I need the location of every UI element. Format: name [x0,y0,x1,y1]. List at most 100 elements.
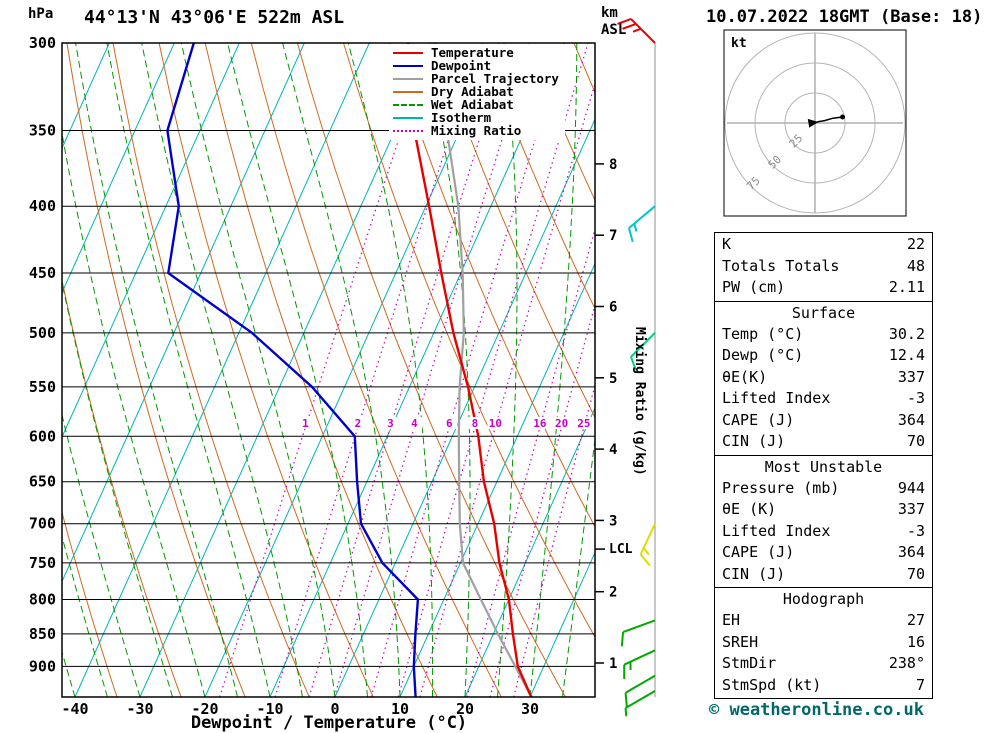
legend-item-label: Temperature [431,45,514,60]
table-section-header: Surface [791,303,856,322]
pressure-tick-label: 350 [29,121,56,139]
temp-tick-label: 0 [330,700,339,718]
pressure-tick-label: 850 [29,625,56,643]
table-row: CIN (J) 70 [715,564,932,586]
wet-adiabat-line [497,43,518,697]
table-row: CAPE (J) 364 [715,410,932,432]
wind-barb-feather [622,22,637,30]
legend-line-sample [393,77,423,80]
mixing-ratio-line [333,43,533,697]
table-row: θE(K) 337 [715,367,932,389]
legend-item-label: Dewpoint [431,58,492,73]
hodograph-ring [784,92,846,154]
table-row-value: 70 [906,564,925,583]
table-row-label: EH [722,611,741,629]
table-row: SREH 16 [715,632,932,654]
wind-barb-half-feather [642,547,650,556]
wind-barb [639,523,656,567]
mixing-ratio-line [419,81,595,697]
wind-barb [617,18,656,44]
wet-adiabat-line [62,534,108,697]
wet-adiabat-line [62,280,173,697]
isotherm-line [529,551,595,697]
table-row: StmDir 238° [715,653,932,675]
km-tick-label: 6 [609,300,617,316]
wind-barb-staff [630,18,656,44]
wet-adiabat-line [529,43,578,697]
temp-tick-label: 10 [391,700,409,718]
table-row: K 22 [715,234,932,256]
wet-adiabat-line [75,43,238,697]
legend-item: Parcel Trajectory [393,72,559,85]
isotherm-line [464,406,595,697]
wind-barb-staff [630,332,656,358]
table-row-label: StmDir [722,654,777,672]
wind-barb [627,205,656,243]
km-tick-label: 7 [609,228,617,244]
isotherm-line [399,262,595,697]
legend-line-sample [393,90,423,93]
table-row-value: -3 [906,521,925,540]
hodograph-arrow [807,118,818,128]
km-tick-label: 1 [609,656,617,672]
dry-adiabat-line [296,43,566,697]
temp-tick-label: 30 [521,700,539,718]
table-row-label: SREH [722,632,759,651]
mixing-ratio-line [370,43,565,697]
table-row: θE (K) 337 [715,499,932,521]
legend: Temperature Dewpoint Parcel Trajectory Dry … [389,44,565,140]
table-row-value: 27 [906,611,925,629]
isotherm-line [269,43,565,697]
mixing-ratio-value-label: 10 [489,417,502,430]
wind-barb-feather [627,227,634,243]
table-row-label: Temp (°C) [722,324,804,343]
legend-item-label: Mixing Ratio [431,123,522,138]
wet-adiabat-line [62,131,206,697]
wind-barb-feather [630,356,637,371]
table-row-value: 944 [897,478,925,497]
mixing-ratio-value-label: 8 [472,417,479,430]
mixing-ratio-line [308,43,511,697]
km-axis-label: km ASL [601,5,626,39]
isotherm-line [62,43,175,294]
mixing-ratio-axis-label: Mixing Ratio (g/kg) [632,327,647,476]
wet-adiabat-line [347,43,434,697]
legend-item: Isotherm [393,111,559,124]
mixing-ratio-value-label: 16 [533,417,547,430]
mixing-ratio-line [489,302,595,697]
isotherm-line [334,118,595,697]
table-row-label: CAPE (J) [722,543,795,561]
table-section-header: Hodograph [782,590,865,608]
dry-adiabat-line [435,43,595,419]
mixing-ratio-label-chip [575,417,592,429]
table-row-label: Totals Totals [722,256,840,275]
legend-item: Mixing Ratio [393,124,559,137]
km-tick-label: 3 [609,513,617,529]
dry-adiabat-line [158,43,374,697]
table-row-value: 364 [897,543,925,561]
mixing-ratio-value-label: 4 [411,417,418,430]
table-section: K 22 Totals Totals 48 PW (cm) 2.11 [714,232,933,302]
table-section: Most Unstable Pressure (mb) 944 θE (K) 337 Li… [714,454,933,588]
table-row-label: Pressure (mb) [722,478,840,497]
mixing-ratio-label-chip [553,417,570,429]
table-row-label: Lifted Index [722,521,831,540]
mixing-ratio-value-label: 6 [446,417,453,430]
temp-tick-label: 20 [456,700,474,718]
table-row-value: 238° [888,654,925,672]
dewpoint-curve [166,43,420,697]
legend-line-sample [393,64,423,67]
parcel-trajectory-curve [433,43,533,697]
mixing-ratio-label-chip [349,417,366,429]
wind-barb-feather [624,692,628,708]
mixing-ratio-label-chip [297,417,314,429]
pressure-tick-label: 900 [29,657,56,675]
pressure-tick-label: 300 [29,34,56,52]
table-row-label: CIN (J) [722,432,786,450]
isotherm-line [204,43,500,697]
table-row: Temp (°C) 30.2 [715,324,932,346]
table-row-value: 12.4 [888,346,925,364]
wind-barb-feather [623,664,626,679]
legend-item-label: Wet Adiabat [431,97,514,112]
